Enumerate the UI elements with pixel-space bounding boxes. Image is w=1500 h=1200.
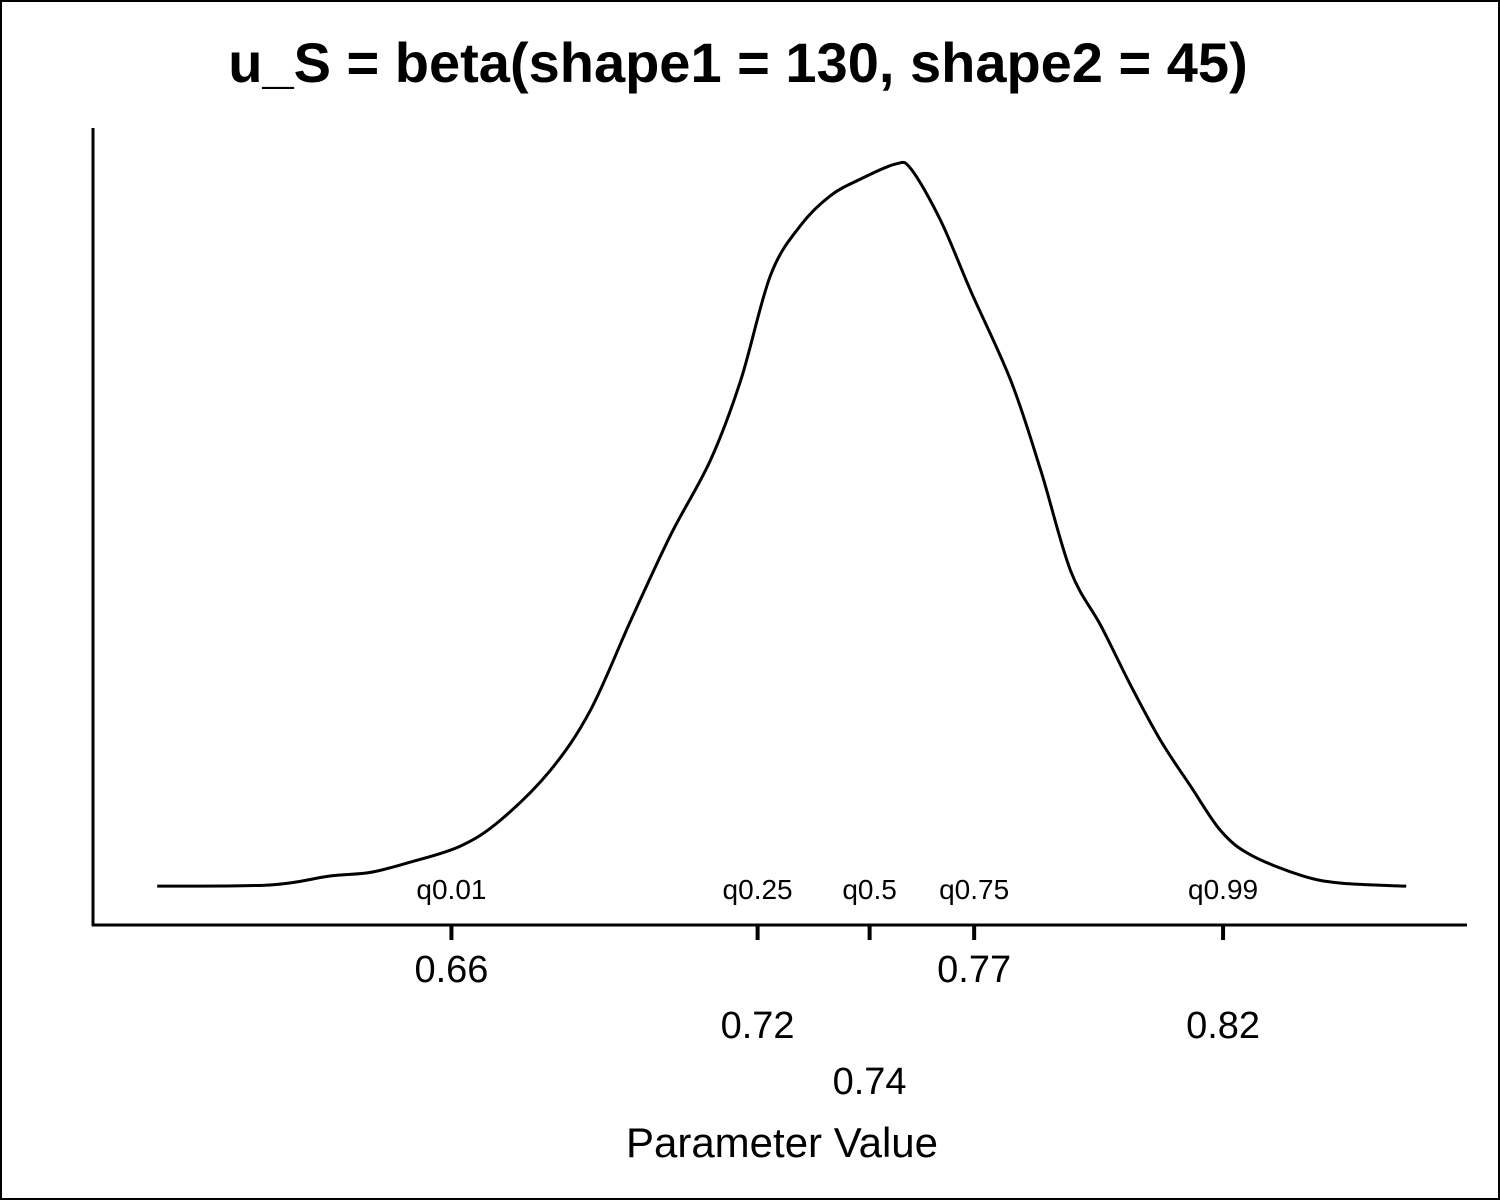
x-tick-label: 0.82: [1186, 1005, 1260, 1047]
x-tick-label: 0.77: [937, 949, 1011, 991]
x-tick-label: 0.66: [414, 949, 488, 991]
quantile-label: q0.99: [1188, 874, 1258, 905]
quantile-label: q0.01: [416, 874, 486, 905]
x-tick-label: 0.72: [721, 1005, 795, 1047]
x-tick-label: 0.74: [833, 1061, 907, 1103]
x-axis-label: Parameter Value: [626, 1119, 938, 1166]
quantile-label: q0.25: [723, 874, 793, 905]
quantile-label: q0.75: [939, 874, 1009, 905]
quantile-label: q0.5: [842, 874, 897, 905]
density-curve: [157, 160, 1407, 888]
chart-title: u_S = beta(shape1 = 130, shape2 = 45): [228, 31, 1247, 94]
